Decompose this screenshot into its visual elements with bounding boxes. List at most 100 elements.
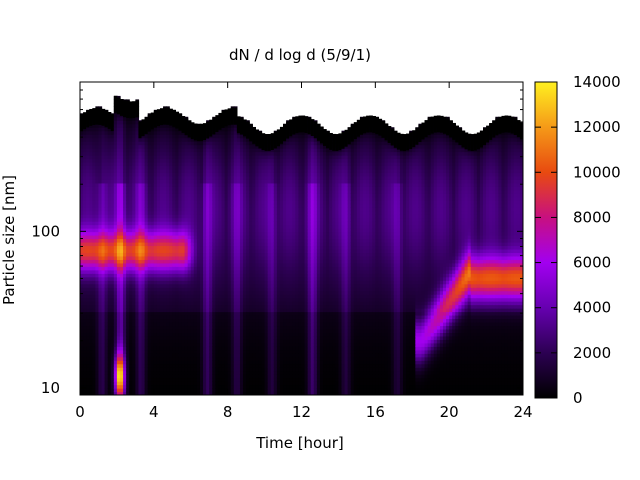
heatmap-cell	[101, 161, 106, 167]
heatmap-cell	[110, 165, 115, 170]
heatmap-cell	[95, 280, 100, 285]
heatmap-cell	[193, 377, 198, 382]
heatmap-cell	[156, 381, 161, 386]
heatmap-cell	[169, 179, 173, 184]
heatmap-cell	[230, 391, 235, 395]
heatmap-cell	[138, 311, 143, 316]
heatmap-cell	[156, 228, 161, 233]
heatmap-cell	[101, 294, 106, 299]
heatmap-cell	[107, 311, 112, 316]
heatmap-cell	[196, 367, 201, 372]
heatmap-cell	[156, 134, 161, 139]
heatmap-cell	[166, 304, 170, 309]
heatmap-cell	[113, 349, 118, 354]
heatmap-cell	[119, 287, 124, 292]
heatmap-cell	[230, 141, 235, 146]
heatmap-cell	[196, 321, 201, 327]
heatmap-cell	[230, 381, 235, 386]
heatmap-cell	[187, 262, 192, 267]
heatmap-cell	[236, 259, 241, 264]
heatmap-cell	[218, 144, 223, 149]
heatmap-cell	[218, 332, 223, 337]
heatmap-cell	[119, 391, 124, 395]
heatmap-cell	[138, 301, 143, 306]
heatmap-cell	[95, 335, 100, 340]
heatmap-cell	[132, 137, 136, 142]
heatmap-cell	[218, 276, 223, 281]
heatmap-cell	[86, 231, 90, 236]
heatmap-cell	[206, 248, 210, 254]
heatmap-cell	[123, 332, 127, 337]
heatmap-cell	[123, 235, 127, 240]
heatmap-cell	[181, 245, 186, 250]
heatmap-cell	[233, 384, 238, 389]
heatmap-cell	[95, 363, 100, 368]
heatmap-cell	[187, 283, 192, 288]
heatmap-cell	[224, 127, 229, 132]
heatmap-cell	[147, 356, 152, 361]
heatmap-cell	[209, 238, 213, 243]
heatmap-cell	[101, 280, 106, 285]
heatmap-cell	[116, 134, 121, 139]
heatmap-cell	[163, 172, 167, 177]
heatmap-cell	[215, 294, 220, 299]
heatmap-cell	[123, 280, 127, 285]
heatmap-cell	[83, 384, 87, 389]
heatmap-cell	[221, 130, 226, 135]
heatmap-cell	[101, 266, 106, 271]
heatmap-cell	[138, 273, 143, 278]
heatmap-cell	[156, 165, 161, 170]
cutoff-band	[113, 95, 118, 113]
heatmap-cell	[166, 228, 170, 233]
heatmap-cell	[178, 276, 183, 281]
heatmap-cell	[184, 255, 189, 260]
heatmap-cell	[113, 238, 118, 243]
heatmap-cell	[98, 228, 103, 233]
heatmap-cell	[172, 374, 176, 379]
heatmap-cell	[203, 151, 207, 156]
heatmap-cell	[150, 283, 155, 288]
heatmap-cell	[199, 252, 204, 257]
heatmap-cell	[175, 255, 180, 260]
heatmap-cell	[184, 155, 189, 160]
heatmap-cell	[190, 374, 195, 379]
heatmap-cell	[119, 228, 124, 233]
heatmap-cell	[166, 381, 170, 386]
heatmap-cell	[224, 214, 229, 219]
heatmap-cell	[113, 168, 118, 174]
heatmap-cell	[80, 165, 84, 170]
heatmap-cell	[175, 168, 180, 174]
heatmap-cell	[83, 259, 87, 264]
heatmap-cell	[230, 207, 235, 212]
heatmap-cell	[129, 182, 133, 187]
heatmap-cell	[123, 356, 127, 361]
heatmap-cell	[126, 248, 130, 254]
heatmap-cell	[224, 297, 229, 302]
heatmap-cell	[172, 235, 176, 240]
heatmap-cell	[218, 217, 223, 222]
heatmap-cell	[196, 203, 201, 208]
heatmap-cell	[150, 287, 155, 292]
heatmap-cell	[150, 332, 155, 337]
heatmap-cell	[178, 196, 183, 201]
heatmap-cell	[129, 127, 133, 132]
heatmap-cell	[113, 276, 118, 281]
heatmap-cell	[156, 325, 161, 330]
heatmap-cell	[104, 241, 109, 247]
heatmap-cell	[126, 224, 130, 229]
heatmap-cell	[129, 370, 133, 375]
heatmap-cell	[138, 297, 143, 302]
heatmap-cell	[236, 374, 241, 379]
heatmap-cell	[98, 388, 103, 393]
heatmap-cell	[159, 315, 164, 320]
heatmap-cell	[86, 158, 90, 163]
heatmap-cell	[181, 290, 186, 295]
heatmap-cell	[89, 158, 93, 163]
heatmap-cell	[206, 203, 210, 208]
heatmap-cell	[184, 374, 189, 379]
heatmap-cell	[233, 391, 238, 395]
heatmap-cell	[144, 294, 149, 299]
heatmap-cell	[199, 193, 204, 198]
heatmap-cell	[233, 158, 238, 163]
heatmap-cell	[86, 248, 90, 254]
